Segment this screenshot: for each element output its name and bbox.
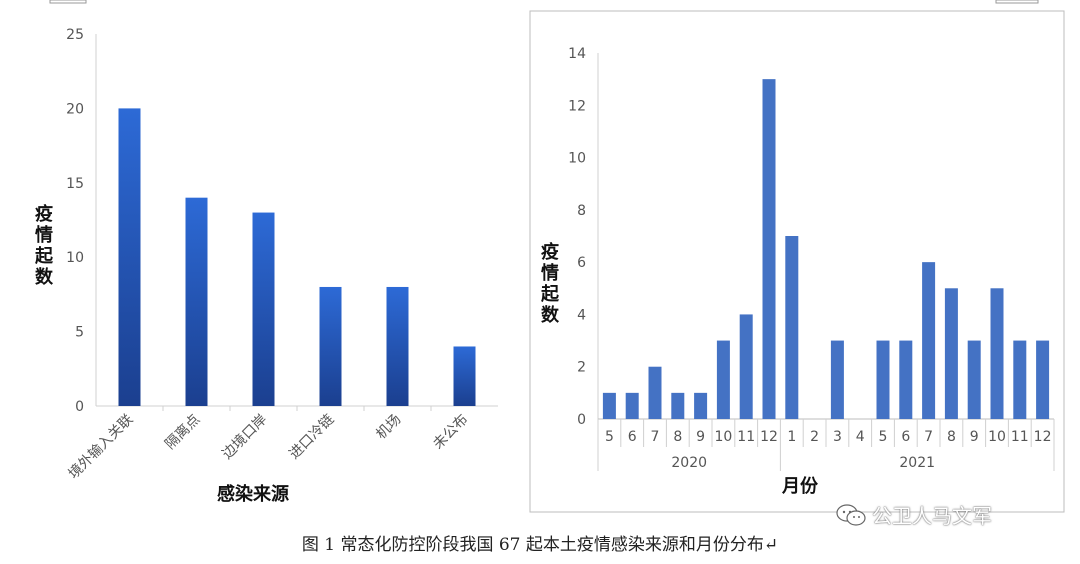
bar (602, 392, 616, 419)
corner-marker-right (995, 0, 1039, 4)
bar (876, 340, 890, 419)
bar (185, 197, 208, 406)
bar (648, 366, 662, 419)
x-tick-label: 7 (651, 429, 660, 445)
x-tick-label: 11 (737, 429, 755, 445)
wechat-icon (836, 503, 866, 526)
bar (762, 79, 776, 420)
x-tick-label: 2 (810, 429, 819, 445)
x-tick-label: 8 (947, 429, 956, 445)
y-tick-label: 0 (75, 399, 84, 415)
y-tick-label: 12 (568, 98, 586, 114)
x-tick-label: 3 (833, 429, 842, 445)
x-tick-label: 境外输入关联 (66, 412, 137, 483)
y-tick-label: 2 (577, 360, 586, 376)
x-tick-label: 6 (628, 429, 637, 445)
x-tick-label: 8 (673, 429, 682, 445)
watermark-text: 公卫人马文军 (872, 504, 992, 528)
year-group-label: 2021 (899, 455, 935, 471)
y-tick-label: 10 (568, 151, 586, 167)
x-tick-label: 7 (924, 429, 933, 445)
x-tick-label: 5 (879, 429, 888, 445)
x-tick-label: 1 (787, 429, 796, 445)
watermark: 公卫人马文军 (836, 500, 992, 529)
x-tick-label: 9 (696, 429, 705, 445)
y-tick-label: 10 (66, 250, 84, 266)
corner-marker-left (49, 0, 87, 4)
x-tick-label: 隔离点 (162, 411, 204, 453)
x-tick-label: 6 (901, 429, 910, 445)
bar (252, 212, 275, 406)
x-tick-label: 5 (605, 429, 614, 445)
bar (319, 286, 342, 406)
figure-caption: 图 1 常态化防控阶段我国 67 起本土疫情感染来源和月份分布↵ (301, 535, 779, 555)
x-tick-label: 12 (760, 429, 778, 445)
y-tick-label: 8 (577, 203, 586, 219)
bar (739, 314, 753, 419)
y-tick-label: 4 (577, 307, 586, 323)
x-tick-label: 12 (1034, 429, 1052, 445)
bar (1036, 340, 1050, 419)
bar (694, 392, 708, 419)
bar (990, 288, 1004, 419)
x-tick-label: 11 (1011, 429, 1029, 445)
x-tick-label: 4 (856, 429, 865, 445)
y-axis-title: 疫情起数 (540, 241, 560, 326)
y-tick-label: 0 (577, 412, 586, 428)
x-tick-label: 机场 (373, 412, 404, 443)
x-tick-label: 进口冷链 (286, 412, 337, 463)
bar (118, 108, 141, 407)
x-axis-title: 月份 (781, 475, 819, 497)
bar (785, 236, 799, 419)
x-tick-label: 10 (714, 429, 732, 445)
bar (716, 340, 730, 419)
bar (625, 392, 639, 419)
bar (830, 340, 844, 419)
x-tick-label: 未公布 (430, 412, 471, 453)
y-tick-label: 6 (577, 255, 586, 271)
year-group-label: 2020 (671, 455, 707, 471)
y-tick-label: 14 (568, 46, 586, 62)
bar (386, 286, 409, 406)
bar (671, 392, 685, 419)
bar (922, 262, 936, 419)
x-tick-label: 边境口岸 (219, 412, 270, 463)
x-tick-label: 10 (988, 429, 1006, 445)
bar (944, 288, 958, 419)
x-axis-title: 感染来源 (217, 483, 289, 505)
y-tick-label: 25 (66, 27, 84, 43)
bar (899, 340, 913, 419)
y-tick-label: 15 (66, 176, 84, 192)
bar (967, 340, 981, 419)
y-tick-label: 20 (66, 101, 84, 117)
bar (1013, 340, 1027, 419)
x-tick-label: 9 (970, 429, 979, 445)
y-axis-title: 疫情起数 (34, 203, 54, 288)
bar (453, 346, 476, 406)
y-tick-label: 5 (75, 325, 84, 341)
